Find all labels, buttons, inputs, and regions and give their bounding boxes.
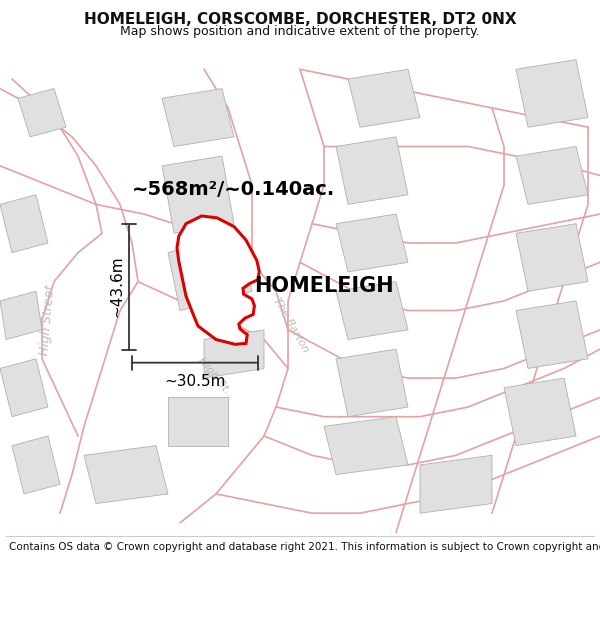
Polygon shape xyxy=(336,349,408,417)
Polygon shape xyxy=(516,59,588,127)
Polygon shape xyxy=(204,330,264,378)
Polygon shape xyxy=(168,233,252,311)
Polygon shape xyxy=(420,455,492,513)
Polygon shape xyxy=(12,436,60,494)
Polygon shape xyxy=(162,156,234,233)
Text: ~568m²/~0.140ac.: ~568m²/~0.140ac. xyxy=(132,181,335,199)
Polygon shape xyxy=(516,301,588,369)
Text: HOMELEIGH: HOMELEIGH xyxy=(254,276,394,296)
Polygon shape xyxy=(84,446,168,504)
Polygon shape xyxy=(336,214,408,272)
Text: High St...: High St... xyxy=(196,355,236,401)
Polygon shape xyxy=(504,378,576,446)
Text: High Street: High Street xyxy=(38,284,58,356)
Polygon shape xyxy=(0,195,48,252)
Polygon shape xyxy=(177,216,259,344)
Text: ~30.5m: ~30.5m xyxy=(164,374,226,389)
Polygon shape xyxy=(168,398,228,446)
Polygon shape xyxy=(324,417,408,474)
Polygon shape xyxy=(0,359,48,417)
Polygon shape xyxy=(162,89,234,146)
Text: ~43.6m: ~43.6m xyxy=(110,256,125,318)
Text: Contains OS data © Crown copyright and database right 2021. This information is : Contains OS data © Crown copyright and d… xyxy=(9,542,600,552)
Polygon shape xyxy=(348,69,420,128)
Polygon shape xyxy=(516,224,588,291)
Text: Map shows position and indicative extent of the property.: Map shows position and indicative extent… xyxy=(120,25,480,38)
Polygon shape xyxy=(516,146,588,204)
Polygon shape xyxy=(0,291,42,339)
Polygon shape xyxy=(336,282,408,339)
Text: HOMELEIGH, CORSCOMBE, DORCHESTER, DT2 0NX: HOMELEIGH, CORSCOMBE, DORCHESTER, DT2 0N… xyxy=(83,12,517,27)
Polygon shape xyxy=(336,137,408,204)
Polygon shape xyxy=(18,89,66,137)
Text: The Barton: The Barton xyxy=(271,296,311,354)
